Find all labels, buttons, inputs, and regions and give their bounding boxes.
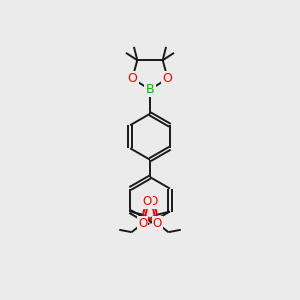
Text: O: O <box>138 217 147 230</box>
Text: O: O <box>142 195 152 208</box>
Text: O: O <box>148 195 158 208</box>
Text: B: B <box>146 83 154 96</box>
Text: O: O <box>128 72 137 85</box>
Text: O: O <box>163 72 172 85</box>
Text: O: O <box>153 217 162 230</box>
